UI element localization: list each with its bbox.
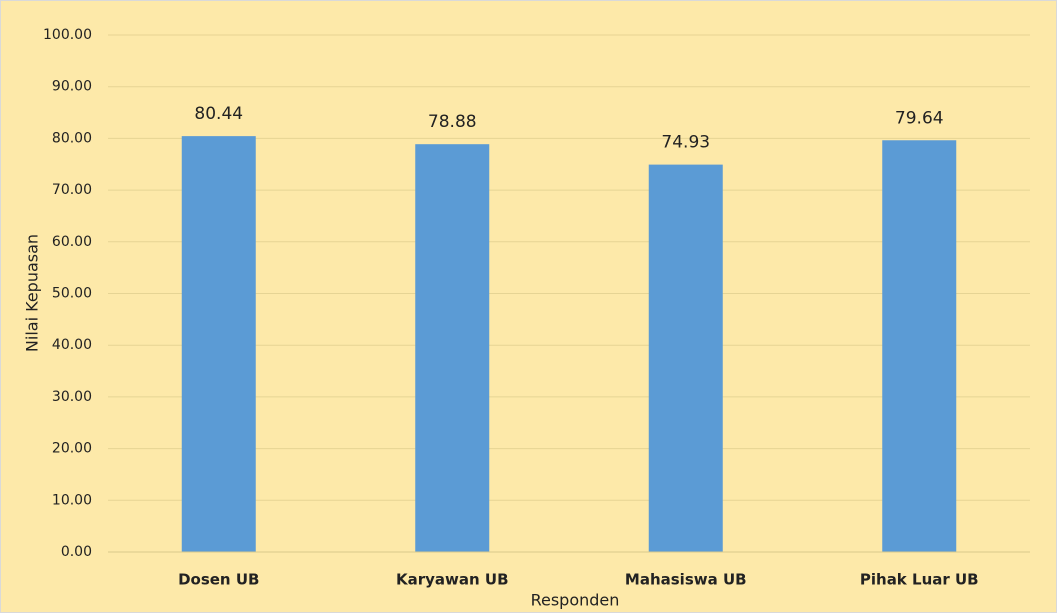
x-axis-title: Responden — [531, 591, 620, 610]
y-tick-label: 80.00 — [52, 130, 92, 146]
value-label: 74.93 — [661, 133, 710, 153]
y-axis-title: Nilai Kepuasan — [23, 234, 42, 352]
value-label: 80.44 — [194, 104, 243, 124]
bar — [648, 164, 723, 553]
y-tick-label: 70.00 — [52, 182, 92, 198]
value-label: 79.64 — [895, 108, 944, 128]
bar — [181, 136, 256, 553]
bar — [882, 140, 957, 552]
x-tick-label: Mahasiswa UB — [625, 571, 747, 589]
x-tick-label: Dosen UB — [178, 571, 259, 589]
y-tick-label: 20.00 — [52, 441, 92, 457]
y-tick-label: 60.00 — [52, 234, 92, 250]
y-tick-label: 0.00 — [61, 544, 92, 560]
y-tick-label: 100.00 — [43, 27, 92, 43]
y-tick-label: 10.00 — [52, 492, 92, 508]
bar — [415, 144, 490, 552]
y-tick-label: 50.00 — [52, 286, 92, 302]
y-tick-label: 30.00 — [52, 389, 92, 405]
y-tick-label: 90.00 — [52, 79, 92, 95]
y-tick-label: 40.00 — [52, 337, 92, 353]
value-label: 78.88 — [428, 112, 477, 132]
x-tick-label: Pihak Luar UB — [860, 571, 979, 589]
x-tick-label: Karyawan UB — [396, 571, 509, 589]
